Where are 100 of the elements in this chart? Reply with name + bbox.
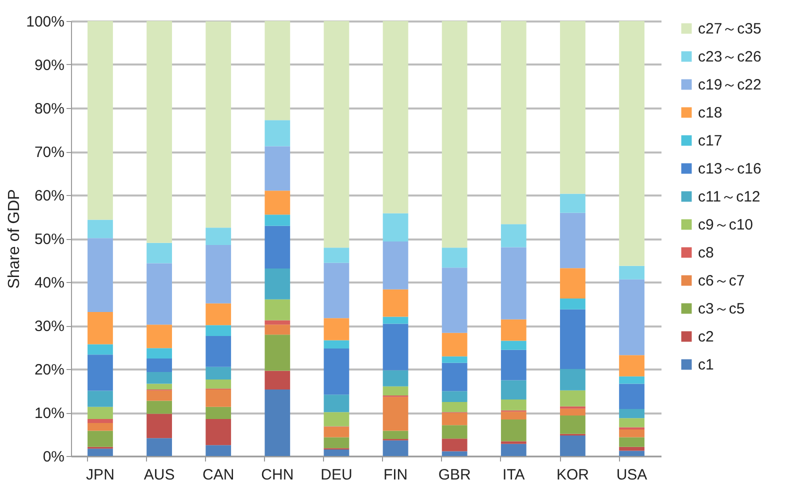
- bar: [500, 319, 526, 341]
- bar: [206, 336, 232, 367]
- y-tick-label: 20%: [34, 362, 64, 378]
- bar: [382, 213, 408, 242]
- bar: [146, 21, 172, 243]
- bar: [500, 399, 526, 410]
- bar: [442, 391, 468, 402]
- bar: [560, 194, 586, 213]
- bar: [88, 238, 113, 312]
- bar: [500, 350, 526, 380]
- bar: [264, 21, 290, 120]
- bar: [442, 248, 468, 268]
- bar: [264, 190, 290, 215]
- bar: [206, 406, 232, 420]
- bar: [146, 438, 172, 456]
- bar: [206, 245, 232, 304]
- bar: [382, 21, 408, 214]
- bar: [619, 409, 644, 418]
- bar: [206, 325, 232, 336]
- bar: [146, 384, 172, 390]
- bar: [206, 21, 232, 228]
- bar: [442, 332, 468, 356]
- bar: [264, 120, 290, 146]
- bar: [324, 426, 350, 438]
- bar: [560, 406, 586, 409]
- bar: [619, 429, 644, 438]
- bar: [442, 268, 468, 333]
- bar: [560, 369, 586, 390]
- bar: [560, 436, 586, 456]
- legend-label: c3～c5: [698, 300, 745, 318]
- bar: [146, 242, 172, 264]
- bar: [382, 386, 408, 396]
- x-tick-label: ITA: [502, 466, 525, 484]
- legend-label: c27～c35: [698, 20, 762, 38]
- bar: [88, 419, 113, 423]
- legend-label: c11～c12: [698, 188, 760, 206]
- bar: [264, 214, 290, 226]
- bar: [382, 370, 408, 386]
- bar: [560, 408, 586, 416]
- bar: [88, 448, 113, 456]
- legend-label: c2: [698, 328, 714, 346]
- bar: [206, 303, 232, 326]
- legend-label: c23～c26: [698, 48, 762, 66]
- bar: [264, 389, 290, 456]
- bar: [382, 289, 408, 317]
- bar: [324, 348, 350, 395]
- legend-label: c8: [698, 244, 714, 262]
- bar: [264, 268, 290, 300]
- bar: [324, 318, 350, 340]
- bar: [88, 344, 113, 355]
- bar: [264, 320, 290, 325]
- bar: [442, 402, 468, 412]
- bar: [146, 358, 172, 372]
- bar: [146, 400, 172, 414]
- bar: [619, 21, 644, 266]
- bar: [382, 440, 408, 456]
- bar: [206, 379, 232, 389]
- bar: [382, 396, 408, 431]
- x-tick-label: FIN: [383, 466, 408, 484]
- bar: [206, 389, 232, 407]
- bar: [264, 299, 290, 320]
- bar: [442, 425, 468, 439]
- bar: [442, 21, 468, 248]
- legend-label: c13～c16: [698, 160, 762, 178]
- bar: [500, 380, 526, 400]
- x-tick-label: DEU: [320, 466, 352, 484]
- bar: [560, 268, 586, 299]
- bar: [619, 266, 644, 280]
- bar: [442, 438, 468, 452]
- bar: [324, 449, 350, 456]
- bar: [382, 242, 408, 290]
- bar: [324, 262, 350, 318]
- bar: [619, 376, 644, 384]
- bar: [500, 340, 526, 350]
- bar: [324, 248, 350, 263]
- bar: [264, 226, 290, 269]
- bar: [324, 340, 350, 349]
- y-tick-label: 80%: [34, 100, 64, 118]
- bar: [442, 451, 468, 456]
- x-tick-label: GBR: [438, 466, 472, 484]
- bar: [88, 390, 113, 407]
- y-tick-label: 90%: [34, 57, 64, 74]
- bar: [88, 406, 113, 420]
- bar: [88, 21, 113, 220]
- bar: [324, 21, 350, 248]
- bar: [442, 412, 468, 426]
- bar: [619, 384, 644, 410]
- bar: [206, 228, 232, 246]
- bar: [146, 263, 172, 325]
- bar: [619, 355, 644, 376]
- bar: [324, 394, 350, 412]
- bar: [500, 224, 526, 248]
- bar: [619, 437, 644, 447]
- bar: [146, 414, 172, 438]
- legend-label: c18: [698, 104, 722, 122]
- bar: [442, 362, 468, 392]
- bar: [500, 412, 526, 420]
- y-tick-label: 100%: [26, 14, 64, 30]
- x-tick-label: JPN: [86, 466, 114, 484]
- bar: [88, 220, 113, 238]
